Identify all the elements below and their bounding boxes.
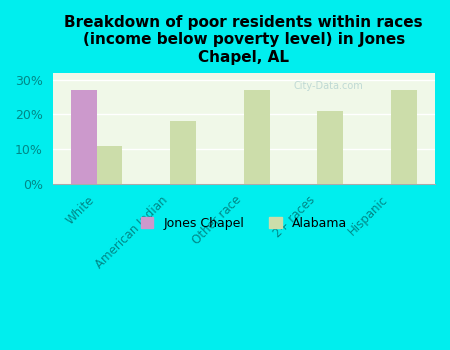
Legend: Jones Chapel, Alabama: Jones Chapel, Alabama	[136, 212, 352, 235]
Bar	[317, 111, 343, 184]
Bar	[170, 121, 196, 184]
Text: City-Data.com: City-Data.com	[293, 81, 363, 91]
Bar	[391, 90, 417, 184]
Bar	[71, 90, 97, 184]
Bar	[97, 146, 122, 184]
Bar	[244, 90, 270, 184]
Title: Breakdown of poor residents within races
(income below poverty level) in Jones
C: Breakdown of poor residents within races…	[64, 15, 423, 65]
